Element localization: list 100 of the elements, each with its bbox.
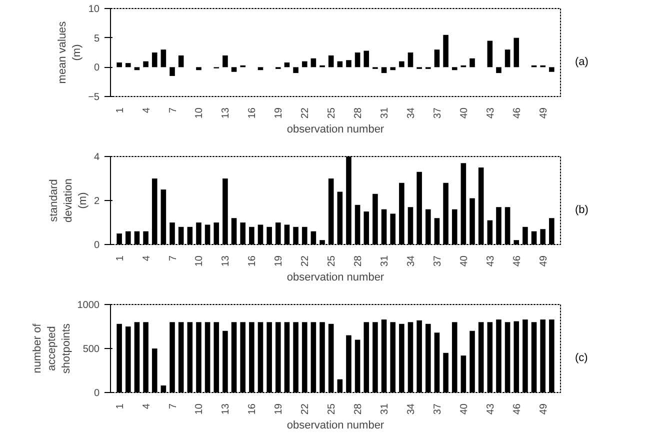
x-tick-label: 1: [114, 107, 126, 114]
bar: [302, 61, 308, 68]
x-tick-label: 7: [168, 403, 179, 410]
x-tick-label: 40: [458, 403, 470, 415]
x-tick-label: 28: [353, 403, 364, 415]
bar: [231, 67, 237, 72]
x-tick-label: 49: [538, 107, 550, 119]
y-tick-label: −5: [88, 92, 100, 103]
y-tick-label: 0: [94, 388, 100, 399]
x-tick-label: 16: [247, 403, 258, 415]
x-tick-label: 7: [168, 255, 179, 262]
x-tick-label: 34: [406, 403, 417, 415]
y-axis-title: number of accepted shotpoints: [31, 322, 72, 374]
x-tick-label: 25: [326, 255, 338, 267]
bar: [284, 62, 290, 68]
x-tick-label: 25: [326, 403, 338, 415]
bar: [452, 67, 458, 70]
bar: [258, 67, 264, 70]
x-tick-label: 1: [114, 403, 126, 410]
x-tick-label: 10: [194, 255, 206, 267]
x-tick-label: 43: [485, 107, 496, 119]
x-tick-label: 13: [220, 403, 232, 415]
x-tick-label: 22: [300, 107, 312, 119]
x-tick-label: 10: [194, 107, 206, 119]
bar: [354, 52, 360, 68]
x-tick-label: 16: [247, 107, 258, 119]
bar: [310, 58, 316, 68]
y-tick-label: 10: [88, 4, 100, 15]
x-tick-label: 37: [432, 403, 444, 415]
bar: [434, 50, 440, 68]
bar: [160, 50, 166, 68]
bar: [143, 61, 148, 68]
x-tick-label: 4: [141, 403, 152, 410]
bar: [381, 67, 387, 74]
x-tick-label: 28: [353, 255, 364, 267]
x-tick-label: 40: [458, 107, 470, 119]
bar: [196, 67, 202, 70]
x-tick-label: 10: [194, 403, 206, 415]
y-tick-label: 500: [82, 344, 100, 355]
x-tick-label: 46: [512, 107, 523, 119]
y-tick-label: 2: [94, 196, 100, 207]
x-tick-label: 22: [300, 255, 312, 267]
bar: [328, 55, 334, 68]
x-tick-label: 22: [300, 403, 312, 415]
bar: [178, 55, 184, 68]
x-tick-label: 4: [141, 107, 152, 114]
x-tick-label: 19: [274, 255, 285, 267]
x-tick-label: 19: [274, 403, 285, 415]
text: (a): [575, 55, 588, 70]
x-tick-label: 16: [247, 255, 258, 267]
bar: [364, 50, 370, 68]
x-tick-label: 4: [141, 255, 152, 262]
x-tick-label: 7: [168, 107, 179, 114]
x-tick-label: 25: [326, 107, 338, 119]
bar: [504, 50, 510, 68]
y-axis-title: standard deviation (m): [48, 178, 89, 223]
y-tick-label: 0: [94, 240, 100, 251]
x-tick-label: 1: [114, 255, 126, 262]
bar: [408, 52, 414, 68]
x-tick-label: 37: [432, 255, 444, 267]
bar: [134, 67, 140, 70]
x-tick-label: 19: [274, 107, 285, 119]
bar: [496, 67, 502, 74]
x-tick-label: 28: [353, 107, 364, 119]
bar: [346, 60, 352, 68]
x-tick-label: 13: [220, 255, 232, 267]
x-tick-label: 43: [485, 255, 496, 267]
y-tick-label: 4: [94, 152, 100, 163]
x-tick-label: 31: [380, 107, 391, 119]
x-axis-title: observation number: [286, 420, 384, 432]
x-tick-label: 34: [406, 107, 417, 119]
y-tick-label: 5: [94, 33, 100, 44]
bar: [152, 52, 158, 68]
bar: [126, 63, 131, 68]
bar: [487, 40, 493, 68]
text: (b): [575, 203, 588, 218]
y-axis-title: mean values (m): [56, 20, 84, 84]
x-tick-label: 31: [380, 403, 391, 415]
x-tick-label: 46: [512, 255, 523, 267]
bar: [514, 38, 520, 68]
x-tick-label: 37: [432, 107, 444, 119]
bar: [470, 58, 475, 68]
x-tick-label: 13: [220, 107, 232, 119]
bar: [170, 67, 175, 76]
x-axis-title: observation number: [286, 124, 384, 136]
x-tick-label: 34: [406, 255, 417, 267]
x-tick-label: 40: [458, 255, 470, 267]
y-tick-label: 1000: [77, 300, 100, 311]
bar: [116, 62, 122, 68]
x-tick-label: 46: [512, 403, 523, 415]
y-tick-label: 0: [94, 62, 100, 74]
bar: [222, 55, 228, 68]
bar: [293, 67, 298, 74]
bar: [399, 61, 404, 68]
x-tick-label: 49: [538, 403, 550, 415]
text: (c): [575, 351, 588, 366]
bar: [549, 67, 554, 72]
x-tick-label: 43: [485, 403, 496, 415]
bar: [390, 67, 396, 70]
x-tick-label: 31: [380, 255, 391, 267]
